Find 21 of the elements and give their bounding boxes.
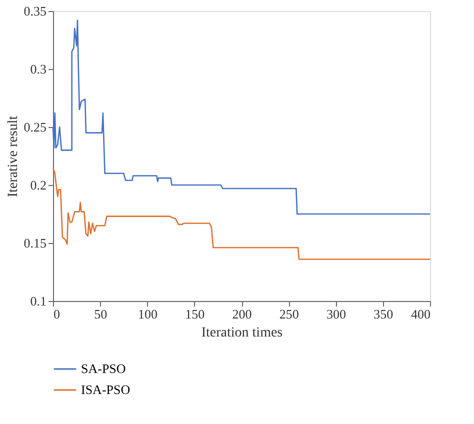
y-tick-label: 0.1 [30, 294, 46, 308]
y-tick-label: 0.3 [30, 62, 46, 76]
x-tick-label: 300 [326, 306, 346, 322]
line-series [52, 166, 431, 260]
x-tick-label: 0 [54, 306, 60, 322]
x-tick-label: 400 [411, 306, 430, 322]
legend-label: SA-PSO [81, 361, 126, 376]
x-tick-label: 250 [279, 306, 299, 322]
line-series [52, 20, 431, 215]
x-axis-title: Iteration times [201, 326, 283, 340]
y-axis-title: Iterative result [6, 116, 21, 198]
x-tick-label: 100 [138, 306, 158, 322]
x-tick-label: 350 [374, 306, 394, 322]
y-tick-label: 0.15 [24, 236, 46, 250]
y-tick-label: 0.35 [24, 4, 46, 18]
x-tick-label: 200 [232, 306, 252, 322]
legend-label: ISA-PSO [81, 382, 130, 397]
y-tick-label: 0.2 [30, 178, 46, 192]
x-tick-label: 50 [94, 306, 108, 322]
y-tick-label: 0.25 [24, 120, 46, 134]
x-tick-label: 150 [185, 306, 205, 322]
